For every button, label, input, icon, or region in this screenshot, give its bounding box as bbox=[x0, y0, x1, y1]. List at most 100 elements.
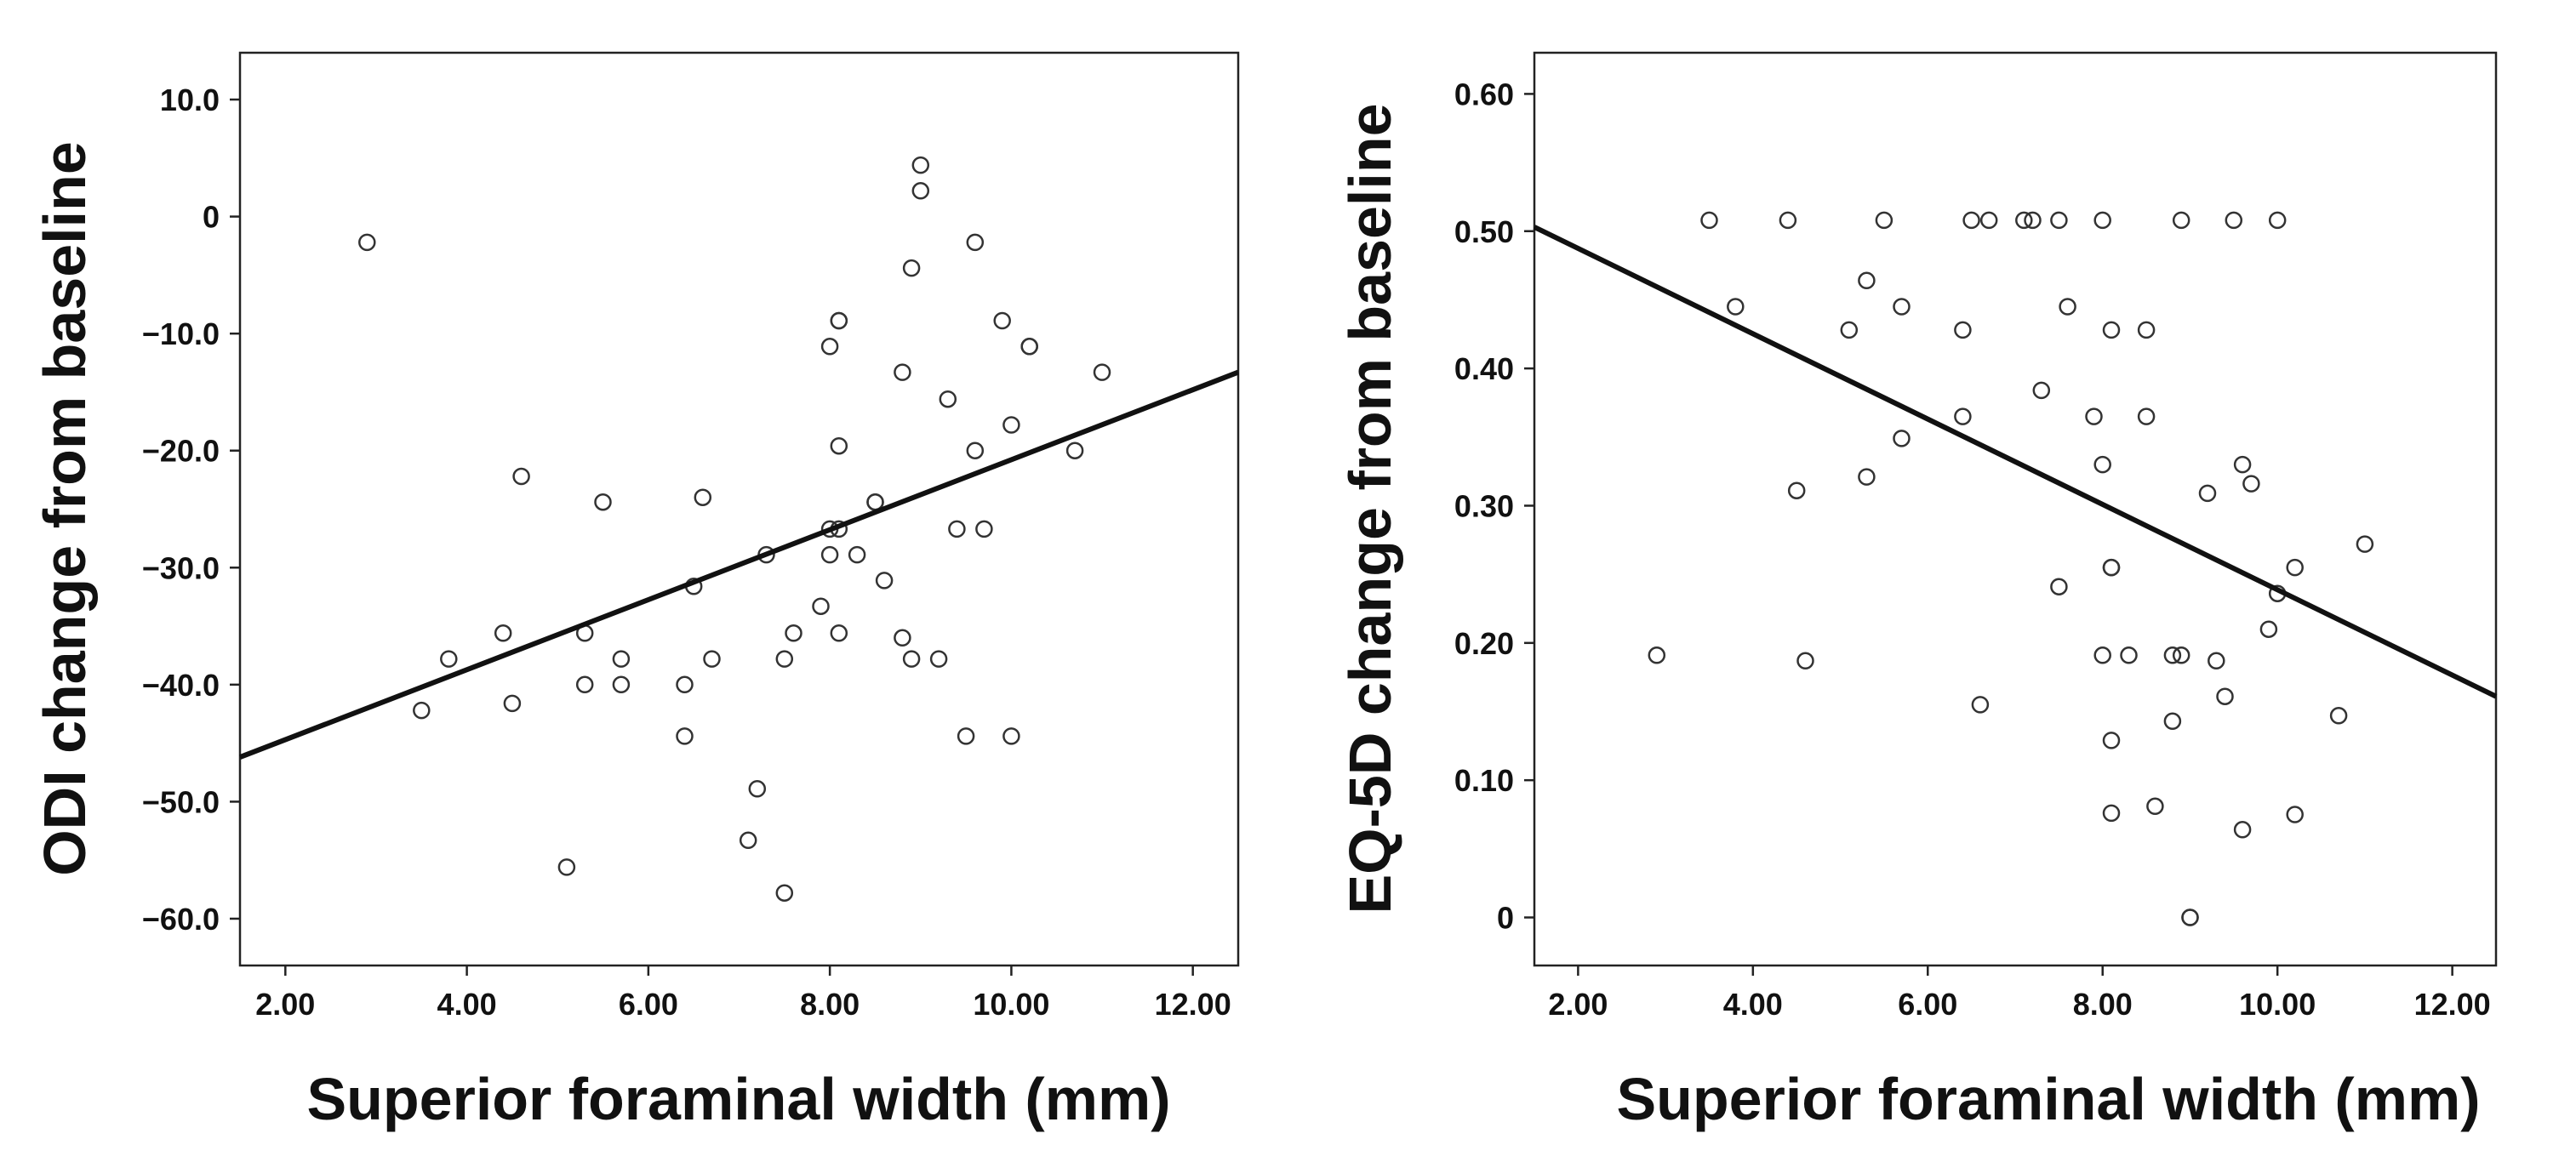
odi-data-point bbox=[894, 363, 911, 381]
eq5d-y-tick-label: 0 bbox=[1497, 901, 1514, 936]
eq5d-data-point bbox=[1779, 211, 1797, 230]
eq5d-data-point bbox=[1648, 647, 1666, 664]
eq5d-y-tick-label: 0.10 bbox=[1454, 763, 1514, 798]
odi-data-point bbox=[612, 650, 631, 668]
odi-data-point bbox=[748, 780, 767, 798]
odi-scatter-panel: Superior foraminal width (mm) ODI change… bbox=[31, 51, 1240, 1132]
odi-data-point bbox=[911, 182, 930, 200]
odi-data-point bbox=[1002, 416, 1020, 434]
eq5d-data-point bbox=[2102, 321, 2121, 339]
odi-plot-frame bbox=[238, 51, 1240, 967]
odi-data-point bbox=[830, 436, 848, 455]
odi-data-point bbox=[703, 650, 721, 668]
eq5d-scatter-panel: Superior foraminal width (mm) EQ-5D chan… bbox=[1337, 51, 2498, 1132]
eq5d-data-point bbox=[2137, 407, 2156, 425]
eq5d-data-point bbox=[2093, 455, 2111, 474]
odi-data-point bbox=[503, 694, 522, 713]
odi-y-tick-label: −20.0 bbox=[142, 434, 220, 469]
eq5d-data-point bbox=[2032, 381, 2051, 400]
eq5d-y-tick-label: 0.40 bbox=[1454, 351, 1514, 386]
odi-data-point bbox=[612, 675, 631, 694]
eq5d-data-point bbox=[2093, 647, 2111, 664]
eq5d-data-point bbox=[1796, 652, 1814, 670]
eq5d-x-tick-label: 12.00 bbox=[2414, 987, 2491, 1022]
odi-data-point bbox=[694, 488, 712, 506]
odi-data-point bbox=[830, 624, 848, 642]
eq5d-data-point bbox=[2286, 806, 2304, 823]
odi-y-tick-label: −50.0 bbox=[142, 784, 220, 819]
eq5d-data-point bbox=[2286, 558, 2304, 577]
eq5d-data-point bbox=[2146, 797, 2164, 816]
odi-data-point bbox=[929, 650, 948, 668]
eq5d-data-point bbox=[1979, 211, 1998, 230]
eq5d-data-point bbox=[1727, 298, 1745, 316]
odi-data-point bbox=[975, 520, 993, 538]
odi-data-point bbox=[785, 624, 803, 642]
eq5d-data-point bbox=[1858, 271, 1876, 290]
eq5d-data-point bbox=[2242, 475, 2260, 493]
eq5d-x-tick-label: 10.00 bbox=[2239, 987, 2316, 1022]
odi-data-point bbox=[894, 629, 911, 647]
eq5d-data-point bbox=[2329, 707, 2348, 725]
odi-data-point bbox=[902, 259, 921, 277]
odi-data-point bbox=[575, 675, 594, 694]
odi-data-point bbox=[1020, 338, 1038, 356]
odi-y-tick-label: −40.0 bbox=[142, 668, 220, 703]
eq5d-data-point bbox=[1893, 298, 1911, 316]
odi-data-point bbox=[775, 884, 794, 902]
odi-y-tick-label: −30.0 bbox=[142, 550, 220, 585]
eq5d-x-tick-label: 2.00 bbox=[1548, 987, 1608, 1022]
eq5d-data-point bbox=[1787, 481, 1806, 499]
eq5d-data-point bbox=[2233, 455, 2252, 474]
eq5d-data-point bbox=[2120, 647, 2138, 664]
odi-data-point bbox=[830, 311, 848, 330]
eq5d-data-point bbox=[2163, 712, 2182, 731]
eq5d-data-point bbox=[2102, 558, 2121, 577]
eq5d-data-point bbox=[1893, 430, 1911, 447]
odi-data-point bbox=[358, 233, 376, 252]
eq5d-plot-frame bbox=[1533, 51, 2498, 967]
odi-data-point bbox=[902, 650, 921, 668]
odi-data-point bbox=[440, 650, 458, 668]
eq5d-data-point bbox=[2172, 647, 2190, 664]
eq5d-data-point bbox=[2208, 652, 2225, 670]
odi-y-tick-label: −10.0 bbox=[142, 316, 220, 351]
odi-regression-line bbox=[238, 369, 1240, 760]
eq5d-data-point bbox=[1858, 468, 1876, 486]
eq5d-data-point bbox=[2163, 647, 2182, 664]
odi-x-axis-title: Superior foraminal width (mm) bbox=[306, 1066, 1170, 1132]
odi-data-point bbox=[1065, 441, 1084, 459]
odi-x-tick-label: 8.00 bbox=[800, 987, 860, 1022]
eq5d-data-point bbox=[2024, 211, 2042, 230]
odi-x-tick-label: 6.00 bbox=[619, 987, 678, 1022]
eq5d-data-point bbox=[2181, 909, 2199, 926]
odi-data-point bbox=[676, 675, 694, 694]
eq5d-data-point bbox=[2259, 620, 2278, 638]
odi-x-tick-label: 12.00 bbox=[1155, 987, 1231, 1022]
eq5d-data-point bbox=[2216, 687, 2234, 705]
odi-y-tick-label: −60.0 bbox=[142, 902, 220, 937]
eq5d-data-point bbox=[2233, 821, 2252, 839]
eq5d-data-point bbox=[2050, 211, 2068, 230]
eq5d-y-tick-label: 0.30 bbox=[1454, 488, 1514, 523]
odi-data-point bbox=[948, 520, 966, 538]
eq5d-data-point bbox=[2050, 578, 2068, 595]
eq5d-data-point bbox=[1700, 211, 1718, 230]
odi-x-tick-label: 2.00 bbox=[255, 987, 315, 1022]
eq5d-data-point bbox=[2059, 298, 2076, 316]
eq5d-data-point bbox=[2268, 211, 2287, 230]
odi-x-tick-label: 4.00 bbox=[437, 987, 497, 1022]
eq5d-data-point bbox=[1875, 211, 1893, 230]
odi-data-point bbox=[1093, 363, 1111, 381]
eq5d-regression-line bbox=[1533, 225, 2498, 699]
odi-data-point bbox=[775, 650, 794, 668]
odi-data-point bbox=[494, 624, 512, 642]
odi-data-point bbox=[1002, 727, 1020, 745]
odi-data-point bbox=[413, 701, 431, 720]
odi-x-tick-label: 10.00 bbox=[973, 987, 1049, 1022]
eq5d-data-point bbox=[2225, 211, 2243, 230]
odi-data-point bbox=[957, 727, 975, 745]
odi-data-point bbox=[739, 831, 757, 850]
eq5d-data-point bbox=[1954, 407, 1972, 425]
